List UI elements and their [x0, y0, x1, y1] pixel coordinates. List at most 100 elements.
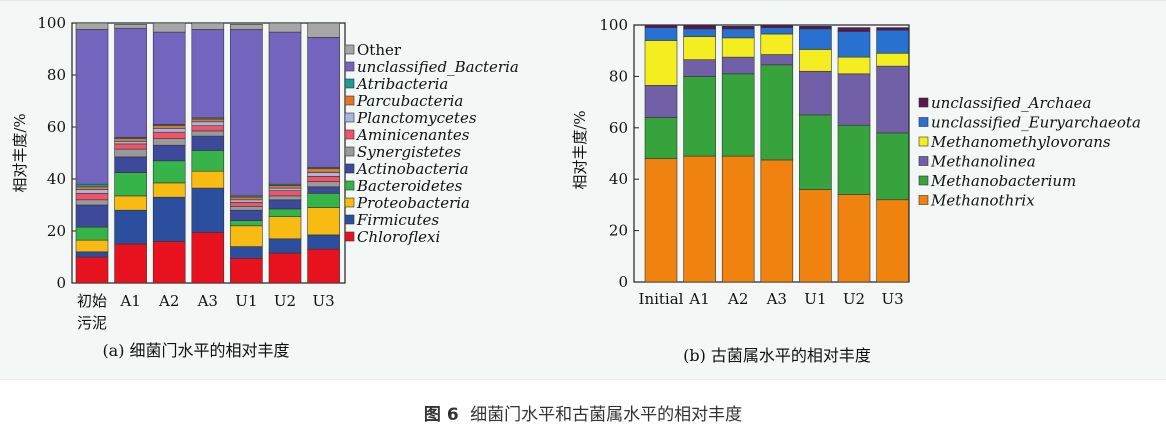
bar-segment: [837, 73, 871, 126]
bar-segment: [114, 143, 147, 150]
bar-segment: [799, 114, 832, 190]
y-tick-label: 80: [609, 67, 628, 85]
bar-segment: [760, 54, 794, 66]
bar-segment: [191, 125, 225, 132]
bar-segment: [837, 124, 871, 195]
bar-segment: [307, 248, 340, 284]
bar-segment: [114, 209, 147, 245]
legend-label: Atribacteria: [355, 75, 448, 93]
bar-segment: [268, 238, 302, 254]
bar-segment: [75, 189, 109, 194]
bar-segment: [683, 155, 716, 283]
figure-caption: 图 6 细菌门水平和古菌属水平的相对丰度: [0, 400, 1166, 425]
bar-segment: [152, 138, 186, 146]
bar-segment: [721, 25, 755, 30]
bar-segment: [114, 195, 147, 211]
x-tick-label: U1: [804, 290, 826, 308]
bar-segment: [721, 73, 755, 157]
legend-label: unclassified_Archaea: [931, 94, 1091, 112]
bar-segment: [230, 202, 263, 207]
bar-segment: [114, 27, 147, 138]
bar-segment: [75, 239, 109, 253]
bar-segment: [268, 185, 302, 189]
bar-segment: [721, 56, 755, 75]
bar-segment: [191, 118, 225, 123]
bar-segment: [191, 170, 225, 189]
y-tick-label: 0: [618, 273, 628, 291]
y-axis-title: 相对丰度/%: [11, 113, 29, 192]
bar-segment: [152, 241, 186, 284]
bar-segment: [230, 206, 263, 211]
x-tick-label: U3: [882, 290, 904, 308]
chart-subtitle: (b) 古菌属水平的相对丰度: [683, 346, 871, 365]
legend-label: Aminicenantes: [355, 126, 470, 144]
legend-swatch: [344, 78, 355, 89]
bar-segment: [191, 150, 225, 172]
bar-segment: [75, 193, 109, 201]
bar-segment: [230, 220, 263, 227]
legend-label: Methanomethylovorans: [930, 133, 1111, 151]
legend-label: unclassified_Bacteria: [357, 58, 519, 76]
bar-segment: [760, 27, 794, 35]
bar-segment: [760, 33, 794, 55]
legend-label: Firmicutes: [356, 211, 439, 229]
legend-swatch: [344, 146, 355, 157]
bar-segment: [799, 28, 832, 50]
bar-segment: [114, 23, 147, 29]
bar-segment: [683, 36, 716, 60]
bar-segment: [307, 172, 340, 177]
bar-segment: [837, 194, 871, 283]
figure-caption-number: 图 6: [423, 405, 459, 425]
bar-segment: [721, 37, 755, 58]
bar-segment: [644, 40, 678, 86]
chart-archaea-genus: 0 20 40 60 80 100 相对丰度/% Initial A1 A2 A3 U1 U2 U3 unc…: [571, 16, 1141, 365]
bar-segment: [152, 131, 186, 139]
bar-segment: [191, 29, 225, 119]
bar-segment: [799, 189, 832, 283]
legend-swatch: [344, 163, 355, 174]
x-tick-label: U2: [274, 292, 296, 310]
chart-subtitle: (a) 细菌门水平的相对丰度: [102, 341, 289, 360]
x-tick-label: A3: [766, 290, 787, 308]
bar-segment: [268, 31, 302, 185]
bar-segment: [268, 22, 302, 33]
bar-segment: [799, 70, 832, 116]
bar-segment: [760, 64, 794, 161]
bar-segment: [114, 141, 147, 145]
bar-segment: [152, 128, 186, 133]
bar-segment: [75, 22, 109, 30]
bar-segment: [230, 209, 263, 221]
legend-swatch: [918, 156, 929, 166]
x-tick-label: Initial: [639, 290, 684, 308]
bar-segment: [799, 25, 832, 30]
legend-label: Planctomycetes: [356, 109, 477, 127]
x-tick-label: A1: [119, 292, 140, 310]
bar-segment: [307, 234, 340, 250]
y-tick-label: 20: [609, 222, 628, 240]
bar-segment: [760, 159, 794, 283]
x-tick-label: A2: [158, 292, 179, 310]
bar-segment: [307, 176, 340, 182]
y-tick-label: 40: [609, 170, 628, 188]
bar-segment: [75, 204, 109, 228]
legend-swatch: [344, 231, 355, 242]
y-tick-label: 20: [47, 222, 66, 240]
bar-segment: [191, 130, 225, 137]
legend-swatch: [918, 117, 929, 127]
bar-segment: [837, 56, 871, 75]
bar-segment: [191, 121, 225, 127]
legend-label: Synergistetes: [357, 143, 461, 161]
bar-segment: [837, 31, 871, 58]
bar-segment: [191, 22, 225, 30]
y-tick-label: 0: [56, 274, 66, 292]
legend-swatch: [344, 44, 355, 55]
bar-segment: [268, 190, 302, 197]
bar-segment: [683, 28, 716, 37]
legend-label: Bacteroidetes: [356, 177, 463, 195]
legend-swatch: [344, 112, 355, 123]
bar-segment: [307, 181, 340, 188]
bar-segment: [75, 226, 109, 241]
y-tick-label: 100: [37, 14, 66, 32]
bar-segment: [644, 158, 678, 283]
bar-segment: [876, 27, 909, 31]
